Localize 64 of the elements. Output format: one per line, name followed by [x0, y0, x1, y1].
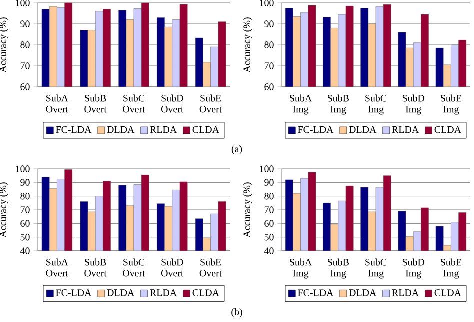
- y-tick-label: 70: [20, 62, 30, 70]
- y-tick-label: 80: [20, 192, 30, 200]
- y-axis-title: Accuracy (%): [243, 18, 252, 73]
- y-tick-label: 70: [264, 206, 274, 214]
- y-tick-label: 90: [264, 20, 274, 28]
- x-tick-label: SubC Overt: [123, 94, 146, 113]
- y-tick-label: 60: [20, 220, 30, 228]
- y-tick-label: 90: [20, 20, 30, 28]
- y-tick-label: 60: [264, 220, 274, 228]
- legend-label: RLDA: [392, 290, 420, 296]
- y-tick-label: 100: [16, 0, 30, 6]
- legend-label: CLDA: [192, 290, 220, 296]
- x-tick-label: SubC Img: [366, 258, 387, 279]
- x-tick-label: SubD Overt: [161, 258, 184, 277]
- legend-label: FC-LDA: [298, 126, 334, 134]
- legend-label: DLDA: [107, 126, 135, 134]
- legend-label: FC-LDA: [298, 290, 334, 296]
- legend-label: FC-LDA: [56, 126, 92, 134]
- legend-label: DLDA: [349, 290, 377, 296]
- x-tick-label: SubD Img: [402, 94, 425, 115]
- x-tick-label: SubC Overt: [123, 258, 146, 277]
- y-tick-label: 90: [20, 179, 30, 186]
- x-tick-label: SubB Overt: [84, 94, 107, 113]
- x-tick-label: SubB Overt: [84, 258, 107, 277]
- x-tick-label: SubE Overt: [200, 94, 222, 113]
- x-tick-label: SubB Img: [328, 258, 349, 279]
- x-tick-label: SubB Img: [328, 94, 349, 115]
- legend-label: DLDA: [107, 290, 135, 296]
- y-tick-label: 80: [264, 42, 274, 48]
- y-axis-title: Accuracy (%): [243, 182, 252, 238]
- y-tick-label: 70: [20, 206, 30, 214]
- y-tick-label: 90: [264, 179, 274, 186]
- x-tick-label: SubA Img: [290, 94, 312, 115]
- y-tick-label: 100: [260, 166, 274, 172]
- y-tick-label: 50: [264, 234, 274, 241]
- y-tick-label: 40: [264, 248, 274, 254]
- y-tick-label: 100: [16, 166, 30, 172]
- legend-label: FC-LDA: [56, 290, 92, 296]
- y-tick-label: 60: [264, 84, 274, 90]
- legend-label: CLDA: [434, 126, 462, 134]
- y-tick-label: 100: [260, 0, 274, 6]
- x-tick-label: SubD Overt: [161, 94, 184, 113]
- text: (b): [232, 308, 242, 318]
- legend-label: CLDA: [192, 126, 220, 134]
- y-tick-label: 80: [264, 192, 274, 200]
- x-tick-label: SubE Overt: [200, 258, 222, 277]
- legend-label: RLDA: [150, 290, 178, 296]
- legend-label: CLDA: [434, 290, 462, 296]
- x-tick-label: SubA Img: [290, 258, 312, 279]
- y-tick-label: 60: [20, 84, 30, 90]
- x-tick-label: SubA Overt: [46, 258, 68, 277]
- legend-label: RLDA: [150, 126, 178, 134]
- y-tick-label: 40: [20, 248, 30, 254]
- x-tick-label: SubE Img: [441, 258, 462, 279]
- x-tick-label: SubC Img: [366, 94, 387, 115]
- text: (a): [232, 145, 242, 155]
- y-tick-label: 70: [264, 62, 274, 70]
- x-tick-label: SubA Overt: [46, 94, 68, 113]
- y-tick-label: 80: [20, 42, 30, 48]
- x-tick-label: SubD Img: [402, 258, 425, 279]
- x-tick-label: SubE Img: [441, 94, 462, 115]
- legend-label: DLDA: [349, 126, 377, 134]
- legend-label: RLDA: [392, 126, 420, 134]
- y-tick-label: 50: [20, 234, 30, 241]
